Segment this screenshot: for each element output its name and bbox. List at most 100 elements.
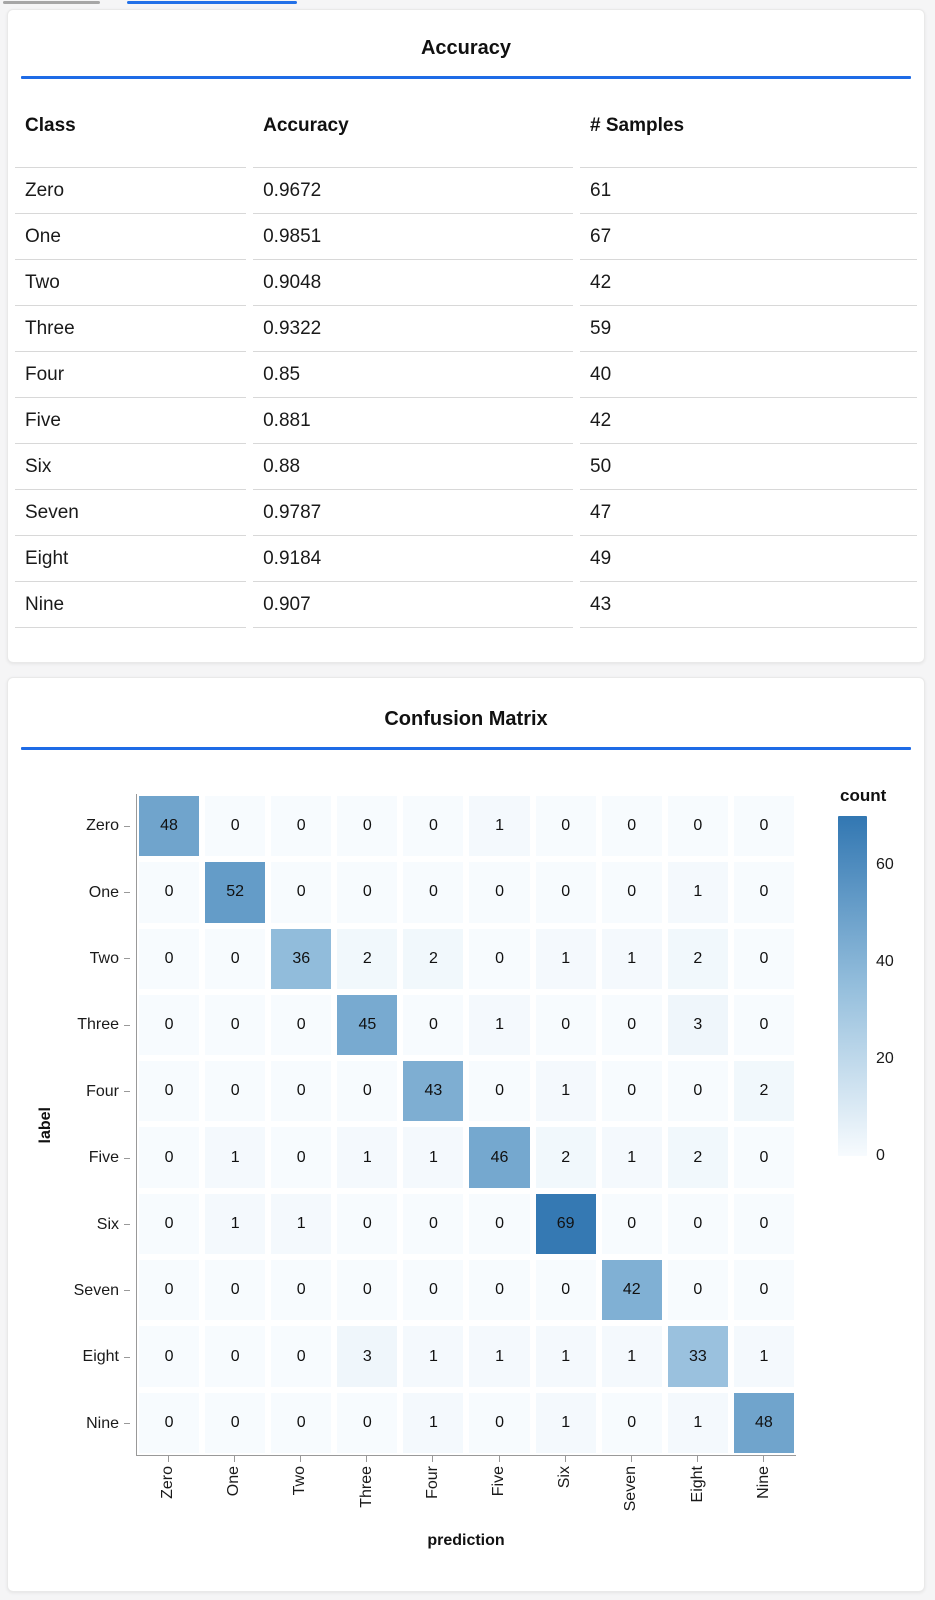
- matrix-cell: 2: [733, 1061, 794, 1122]
- matrix-cell: 1: [403, 1326, 464, 1387]
- matrix-cell: 0: [271, 994, 332, 1056]
- table-row: Zero 0.9672 61: [15, 168, 917, 214]
- matrix-cell: 0: [271, 1061, 332, 1122]
- legend-gradient-bar: [838, 816, 867, 1156]
- tick-mark: [124, 1290, 130, 1292]
- table-row: Five 0.881 42: [15, 398, 917, 444]
- matrix-cell: 0: [733, 1127, 794, 1188]
- column-label: One: [204, 1456, 264, 1526]
- samples-cell: 49: [580, 536, 917, 582]
- matrix-cell: 0: [469, 1193, 530, 1255]
- tick-mark: [299, 1456, 301, 1462]
- matrix-cell: 0: [337, 1260, 398, 1321]
- accent-divider: [21, 747, 911, 750]
- tick-mark: [630, 1456, 632, 1462]
- samples-cell: 61: [580, 168, 917, 214]
- matrix-cell: 0: [139, 1392, 200, 1453]
- table-row: Eight 0.9184 49: [15, 536, 917, 582]
- matrix-cell: 0: [205, 1326, 266, 1387]
- row-label: Three: [8, 995, 130, 1055]
- matrix-cell: 0: [205, 928, 266, 989]
- samples-cell: 67: [580, 214, 917, 260]
- accuracy-cell: 0.9184: [253, 536, 574, 582]
- row-label: Seven: [8, 1261, 130, 1321]
- matrix-cell: 48: [139, 796, 200, 857]
- column-label: Seven: [601, 1456, 661, 1526]
- matrix-cell: 0: [403, 1260, 464, 1321]
- matrix-cell: 0: [535, 994, 596, 1056]
- matrix-cell: 0: [337, 796, 398, 857]
- matrix-cell: 0: [403, 796, 464, 857]
- column-header: Class: [15, 83, 247, 168]
- matrix-cell: 45: [337, 994, 398, 1056]
- matrix-cell: 0: [205, 796, 266, 857]
- class-cell: Five: [15, 398, 247, 444]
- matrix-cell: 2: [337, 928, 398, 989]
- matrix-cell: 0: [139, 994, 200, 1056]
- matrix-cell: 0: [271, 1392, 332, 1453]
- row-label: Six: [8, 1194, 130, 1254]
- matrix-cell: 0: [535, 1260, 596, 1321]
- table-row: One 0.9851 67: [15, 214, 917, 260]
- matrix-cell: 1: [469, 994, 530, 1056]
- matrix-cell: 1: [205, 1193, 266, 1255]
- matrix-cell: 0: [667, 1260, 728, 1321]
- x-axis-title: prediction: [427, 1532, 505, 1549]
- matrix-cell: 1: [601, 1127, 662, 1188]
- accuracy-cell: 0.881: [253, 398, 574, 444]
- class-cell: Four: [15, 352, 247, 398]
- matrix-cell: 0: [733, 796, 794, 857]
- matrix-cell: 0: [271, 1127, 332, 1188]
- matrix-cell: 3: [337, 1326, 398, 1387]
- accuracy-table-header: Class Accuracy # Samples: [15, 83, 917, 168]
- header-row: Class Accuracy # Samples: [15, 83, 917, 168]
- accuracy-panel: Accuracy Class Accuracy # Samples Zero 0.96…: [7, 9, 925, 663]
- tick-mark: [124, 1091, 130, 1093]
- accuracy-table-body: Zero 0.9672 61 One 0.9851 67 Two 0.9048 42 Three 0…: [15, 168, 917, 628]
- matrix-cell: 0: [205, 1392, 266, 1453]
- tick-mark: [124, 1356, 130, 1358]
- row-label: Nine: [8, 1394, 130, 1454]
- row-label: Four: [8, 1062, 130, 1122]
- legend-tick-label: 20: [876, 1049, 894, 1067]
- row-label: Five: [8, 1128, 130, 1188]
- matrix-cell: 0: [733, 928, 794, 989]
- tab-indicator-inactive[interactable]: [3, 1, 100, 4]
- matrix-cell: 0: [601, 1193, 662, 1255]
- matrix-cell: 48: [733, 1392, 794, 1453]
- legend-tick-label: 0: [876, 1147, 885, 1164]
- class-cell: Nine: [15, 582, 247, 628]
- matrix-cell: 0: [601, 994, 662, 1056]
- matrix-cell: 0: [733, 862, 794, 923]
- samples-cell: 40: [580, 352, 917, 398]
- matrix-cell: 0: [667, 796, 728, 857]
- x-axis-labels: Zero One Two Three Four Five Six Seven Eight Nine: [136, 1456, 796, 1526]
- matrix-cell: 0: [139, 1260, 200, 1321]
- accuracy-cell: 0.9672: [253, 168, 574, 214]
- class-cell: Three: [15, 306, 247, 352]
- confusion-matrix-panel: Confusion Matrix label Zero One Two Three Fo…: [7, 677, 925, 1592]
- class-cell: Six: [15, 444, 247, 490]
- matrix-cell: 1: [271, 1193, 332, 1255]
- matrix-cell: 0: [271, 862, 332, 923]
- matrix-cell: 0: [733, 994, 794, 1056]
- matrix-cell: 0: [601, 796, 662, 857]
- accuracy-cell: 0.907: [253, 582, 574, 628]
- tick-mark: [366, 1456, 368, 1462]
- tab-indicator-active[interactable]: [127, 1, 297, 4]
- tick-mark: [564, 1456, 566, 1462]
- legend-tick-label: 60: [876, 855, 894, 873]
- tick-mark: [167, 1456, 169, 1462]
- color-legend: count 0 20 40 60: [838, 786, 894, 1164]
- matrix-cell: 0: [271, 1260, 332, 1321]
- matrix-cell: 1: [535, 1061, 596, 1122]
- tick-mark: [697, 1456, 699, 1462]
- column-label: Five: [469, 1456, 529, 1526]
- matrix-cell: 0: [139, 1061, 200, 1122]
- matrix-cell: 0: [139, 928, 200, 989]
- matrix-cell: 0: [271, 1326, 332, 1387]
- column-label: Two: [270, 1456, 330, 1526]
- class-cell: Seven: [15, 490, 247, 536]
- matrix-cell: 42: [601, 1260, 662, 1321]
- matrix-cell: 46: [469, 1127, 530, 1188]
